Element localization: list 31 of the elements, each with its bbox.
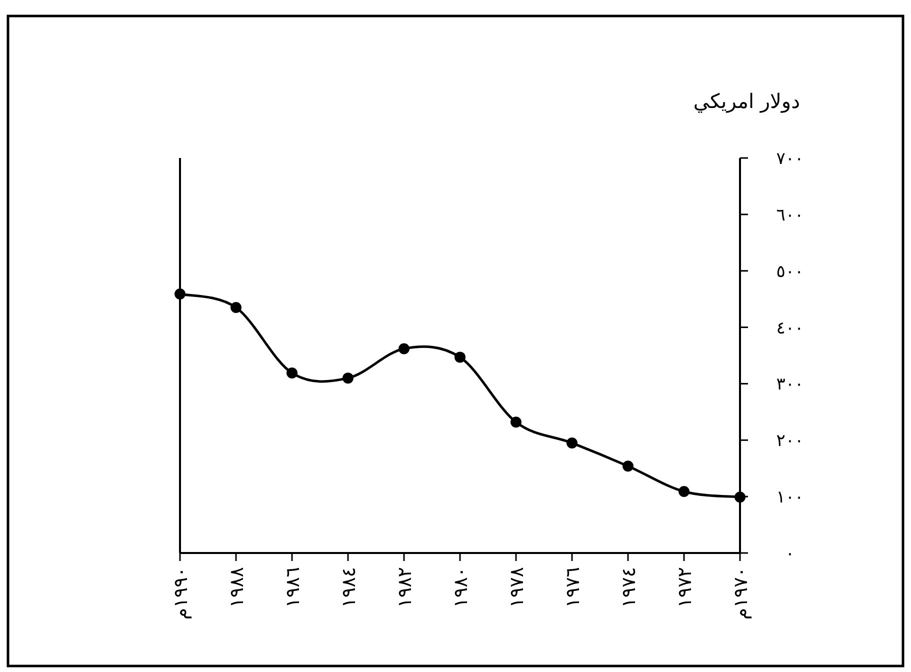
y-tick-label: ٧٠٠ bbox=[776, 149, 804, 169]
point bbox=[622, 460, 634, 472]
y-tick-label: ٣٠٠ bbox=[776, 374, 804, 395]
point bbox=[734, 492, 746, 503]
x-tick-label: ١٩٨٢ bbox=[394, 567, 416, 608]
point bbox=[398, 343, 410, 354]
y-tick-label: ٦٠٠ bbox=[776, 205, 804, 226]
x-tick-label: ١٩٧٠م bbox=[730, 567, 752, 620]
x-tick-label: ١٩٨٤ bbox=[338, 567, 360, 608]
y-tick-label: ٤٠٠ bbox=[776, 318, 804, 338]
point bbox=[678, 486, 690, 497]
x-tick-label: ١٩٧٢ bbox=[674, 567, 696, 608]
y-axis-title: دولار امريكي bbox=[693, 89, 800, 113]
y-tick-label: ١٠٠ bbox=[776, 488, 804, 508]
x-tick-label: ١٩٨٨ bbox=[226, 567, 248, 608]
x-tick-label: ١٩٩٠م bbox=[170, 567, 192, 620]
point bbox=[230, 302, 242, 314]
point bbox=[342, 372, 354, 384]
point bbox=[286, 367, 298, 378]
point bbox=[510, 416, 522, 428]
y-tick-label: ٠ bbox=[785, 544, 795, 564]
x-tick-label: ١٩٧٨ bbox=[506, 567, 528, 608]
point bbox=[566, 437, 578, 448]
y-tick-label: ٥٠٠ bbox=[776, 262, 804, 282]
x-tick-label: ١٩٧٤ bbox=[618, 567, 640, 608]
point bbox=[454, 352, 466, 363]
x-tick-label: ١٩٧٦ bbox=[562, 567, 584, 608]
x-tick-label: ١٩٨٦ bbox=[282, 567, 304, 608]
x-tick-label: ١٩٨٠ bbox=[450, 567, 472, 608]
y-tick-label: ٢٠٠ bbox=[776, 431, 804, 452]
point bbox=[174, 288, 186, 300]
